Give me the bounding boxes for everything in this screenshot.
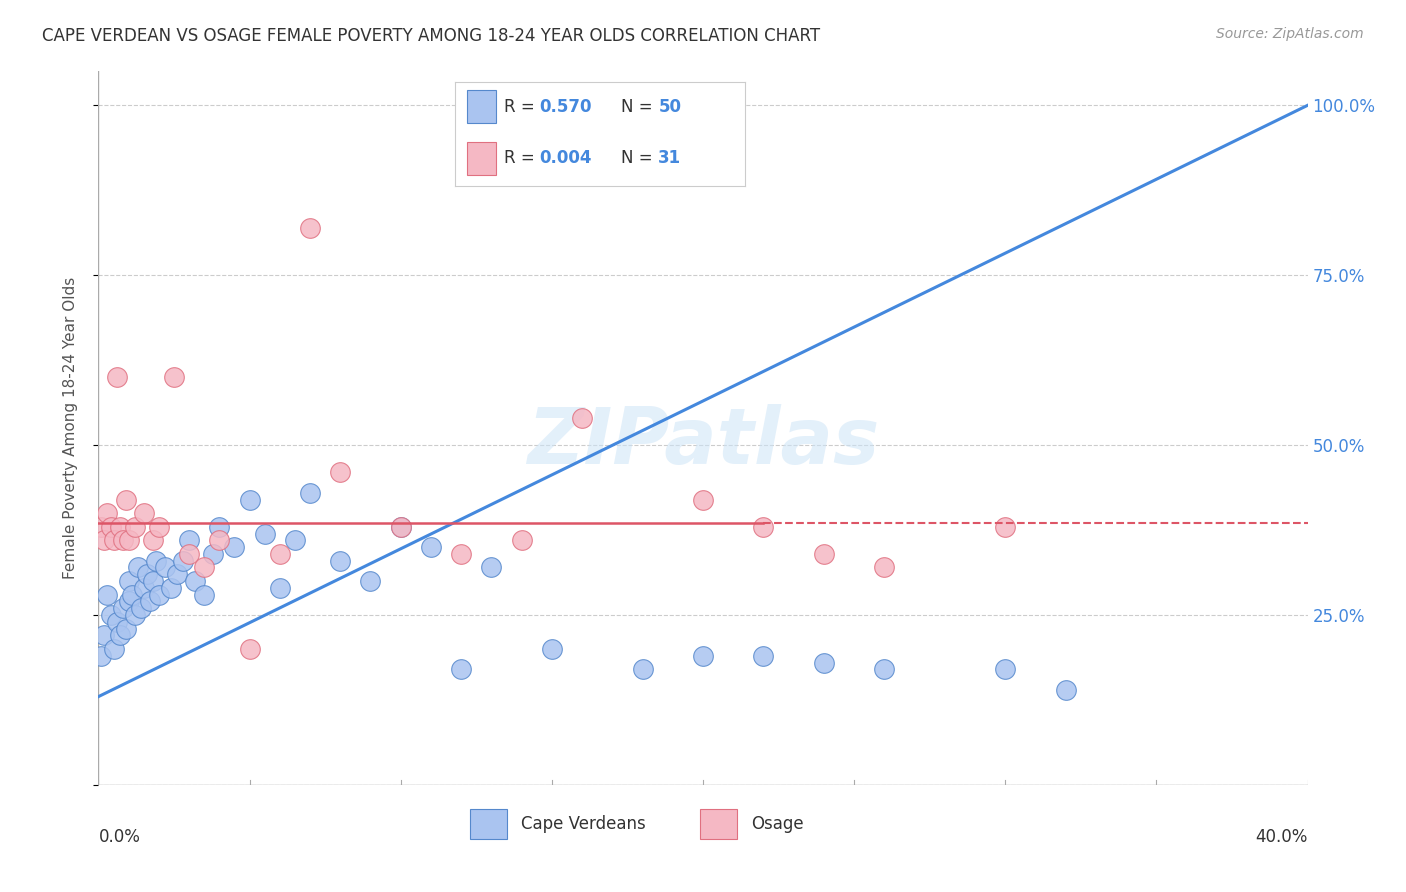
Point	[111, 601, 134, 615]
Point	[253, 526, 276, 541]
Point	[127, 560, 149, 574]
Point	[571, 411, 593, 425]
Point	[96, 588, 118, 602]
Point	[148, 519, 170, 533]
Point	[631, 662, 654, 676]
Point	[121, 588, 143, 602]
Point	[389, 519, 412, 533]
Point	[96, 506, 118, 520]
Point	[93, 628, 115, 642]
Point	[105, 615, 128, 629]
Point	[179, 547, 201, 561]
Point	[692, 492, 714, 507]
Point	[389, 519, 412, 533]
Point	[420, 540, 443, 554]
Point	[269, 547, 291, 561]
Point	[994, 519, 1017, 533]
Point	[752, 519, 775, 533]
Point	[873, 560, 896, 574]
Point	[105, 370, 128, 384]
Point	[239, 492, 262, 507]
Point	[172, 554, 194, 568]
Point	[813, 547, 835, 561]
Point	[202, 547, 225, 561]
Point	[100, 519, 122, 533]
Text: Source: ZipAtlas.com: Source: ZipAtlas.com	[1216, 27, 1364, 41]
Point	[540, 642, 562, 657]
Point	[752, 648, 775, 663]
Point	[299, 220, 322, 235]
Point	[132, 506, 155, 520]
Point	[118, 594, 141, 608]
Point	[160, 581, 183, 595]
Point	[224, 540, 246, 554]
Point	[90, 519, 112, 533]
Point	[208, 533, 231, 548]
Point	[179, 533, 201, 548]
Text: CAPE VERDEAN VS OSAGE FEMALE POVERTY AMONG 18-24 YEAR OLDS CORRELATION CHART: CAPE VERDEAN VS OSAGE FEMALE POVERTY AMO…	[42, 27, 820, 45]
Point	[208, 519, 231, 533]
Point	[193, 588, 215, 602]
Point	[93, 533, 115, 548]
Point	[1054, 682, 1077, 697]
Point	[692, 648, 714, 663]
Point	[118, 533, 141, 548]
Point	[193, 560, 215, 574]
Point	[813, 656, 835, 670]
Point	[129, 601, 152, 615]
Text: 0.0%: 0.0%	[98, 828, 141, 846]
Point	[108, 628, 131, 642]
Point	[142, 574, 165, 588]
Point	[299, 485, 322, 500]
Point	[124, 519, 146, 533]
Point	[184, 574, 207, 588]
Point	[108, 519, 131, 533]
Point	[450, 547, 472, 561]
Text: 40.0%: 40.0%	[1256, 828, 1308, 846]
Point	[994, 662, 1017, 676]
Point	[142, 533, 165, 548]
Point	[111, 533, 134, 548]
Point	[135, 567, 157, 582]
Point	[148, 588, 170, 602]
Point	[124, 608, 146, 623]
Point	[329, 554, 352, 568]
Point	[166, 567, 188, 582]
Point	[90, 648, 112, 663]
Point	[329, 466, 352, 480]
Point	[145, 554, 167, 568]
Point	[284, 533, 307, 548]
Y-axis label: Female Poverty Among 18-24 Year Olds: Female Poverty Among 18-24 Year Olds	[63, 277, 77, 579]
Point	[510, 533, 533, 548]
Point	[103, 642, 125, 657]
Point	[269, 581, 291, 595]
Point	[100, 608, 122, 623]
Point	[873, 662, 896, 676]
Text: ZIPatlas: ZIPatlas	[527, 404, 879, 481]
Point	[163, 370, 186, 384]
Point	[114, 622, 136, 636]
Point	[153, 560, 176, 574]
Point	[103, 533, 125, 548]
Point	[481, 560, 503, 574]
Point	[450, 662, 472, 676]
Point	[114, 492, 136, 507]
Point	[239, 642, 262, 657]
Point	[118, 574, 141, 588]
Point	[360, 574, 382, 588]
Point	[139, 594, 162, 608]
Point	[132, 581, 155, 595]
